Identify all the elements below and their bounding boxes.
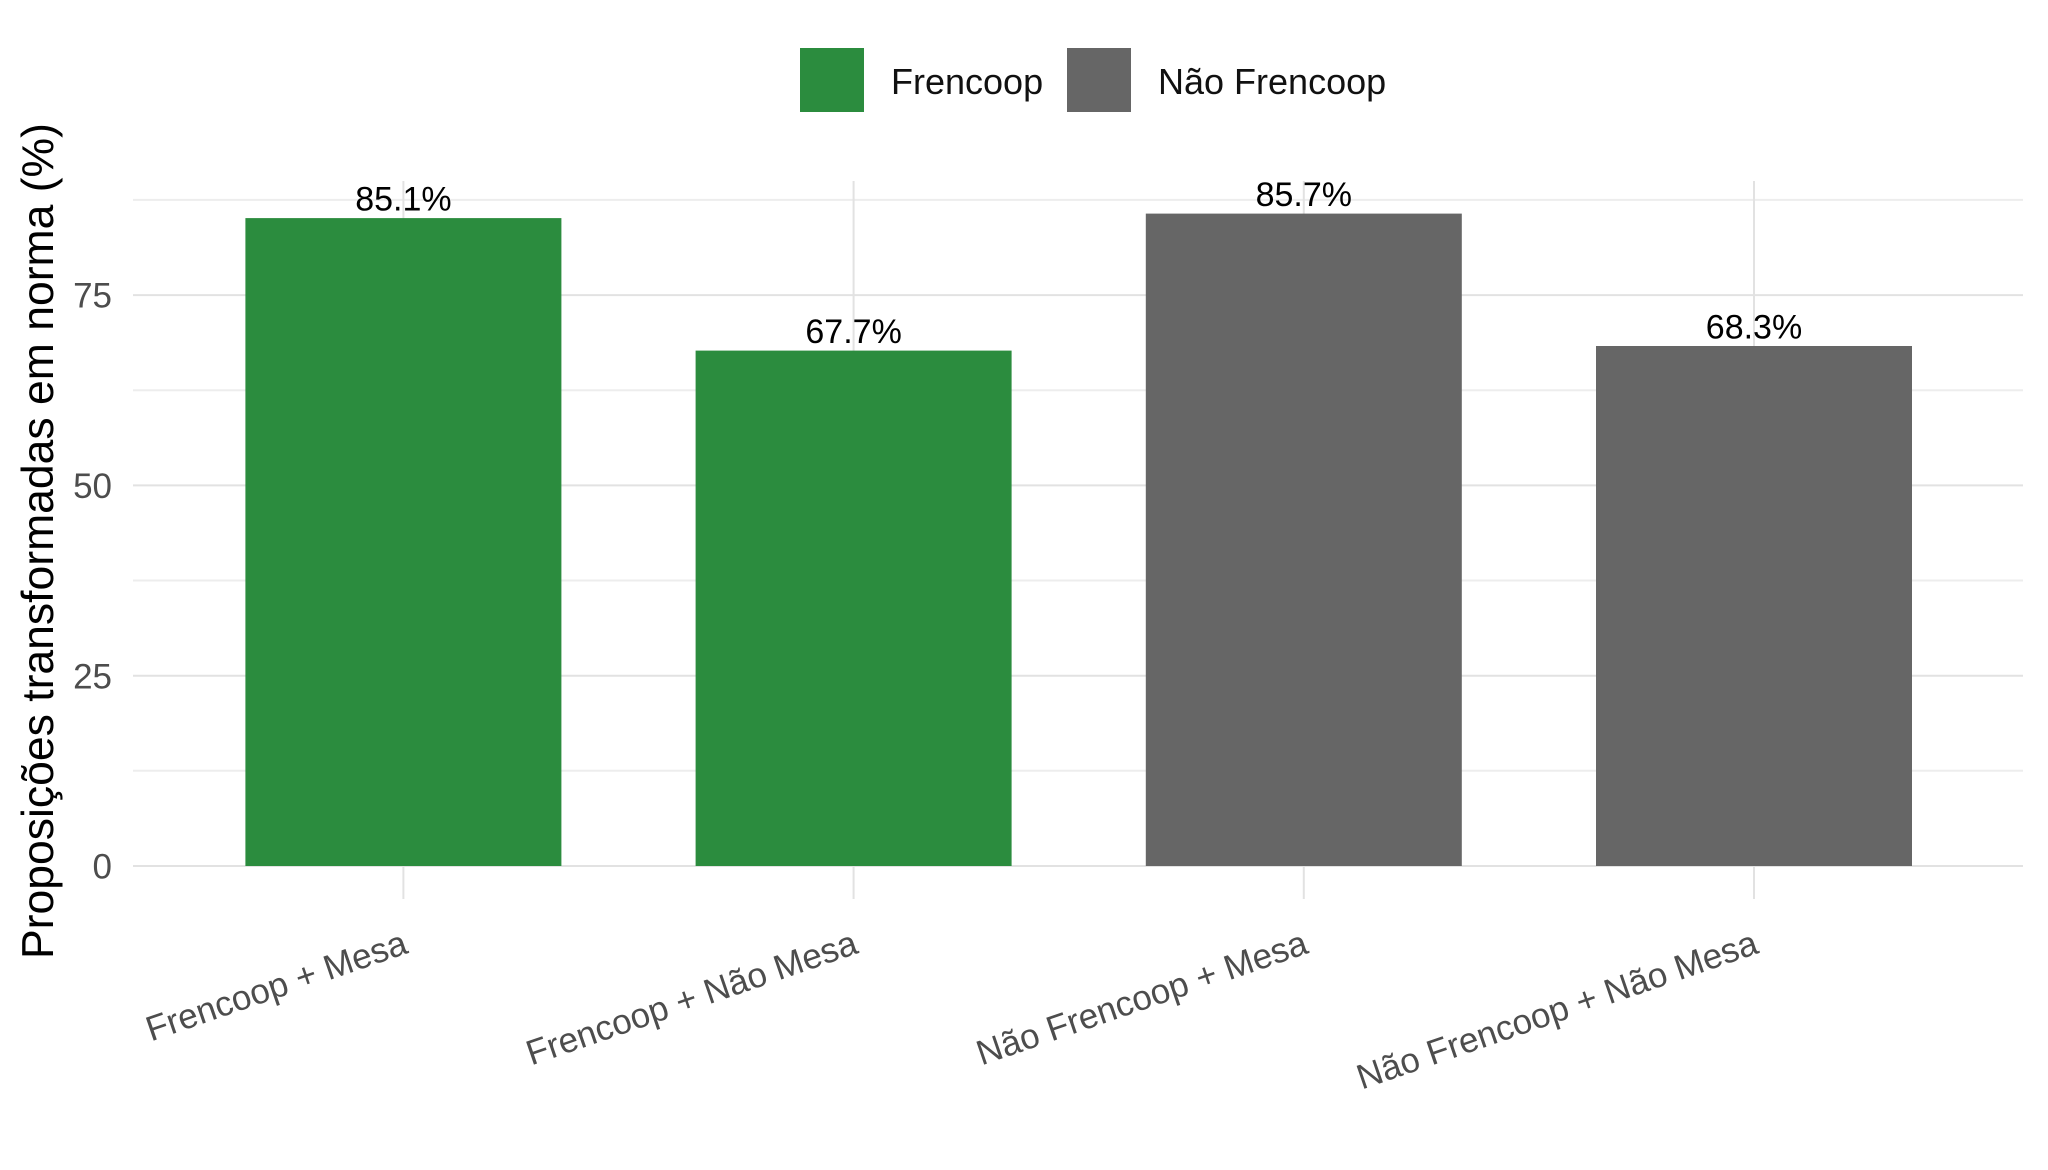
svg-text:75: 75 xyxy=(73,277,112,316)
svg-text:25: 25 xyxy=(73,657,112,696)
svg-text:85.7%: 85.7% xyxy=(1256,176,1352,214)
svg-text:68.3%: 68.3% xyxy=(1706,309,1802,347)
svg-text:Frencoop: Frencoop xyxy=(891,61,1043,102)
svg-text:Proposições transformadas em n: Proposições transformadas em norma (%) xyxy=(14,123,63,959)
svg-text:67.7%: 67.7% xyxy=(805,313,901,351)
svg-text:85.1%: 85.1% xyxy=(355,181,451,219)
svg-text:0: 0 xyxy=(93,848,112,887)
svg-text:50: 50 xyxy=(73,467,112,506)
svg-text:Não Frencoop: Não Frencoop xyxy=(1158,61,1386,102)
